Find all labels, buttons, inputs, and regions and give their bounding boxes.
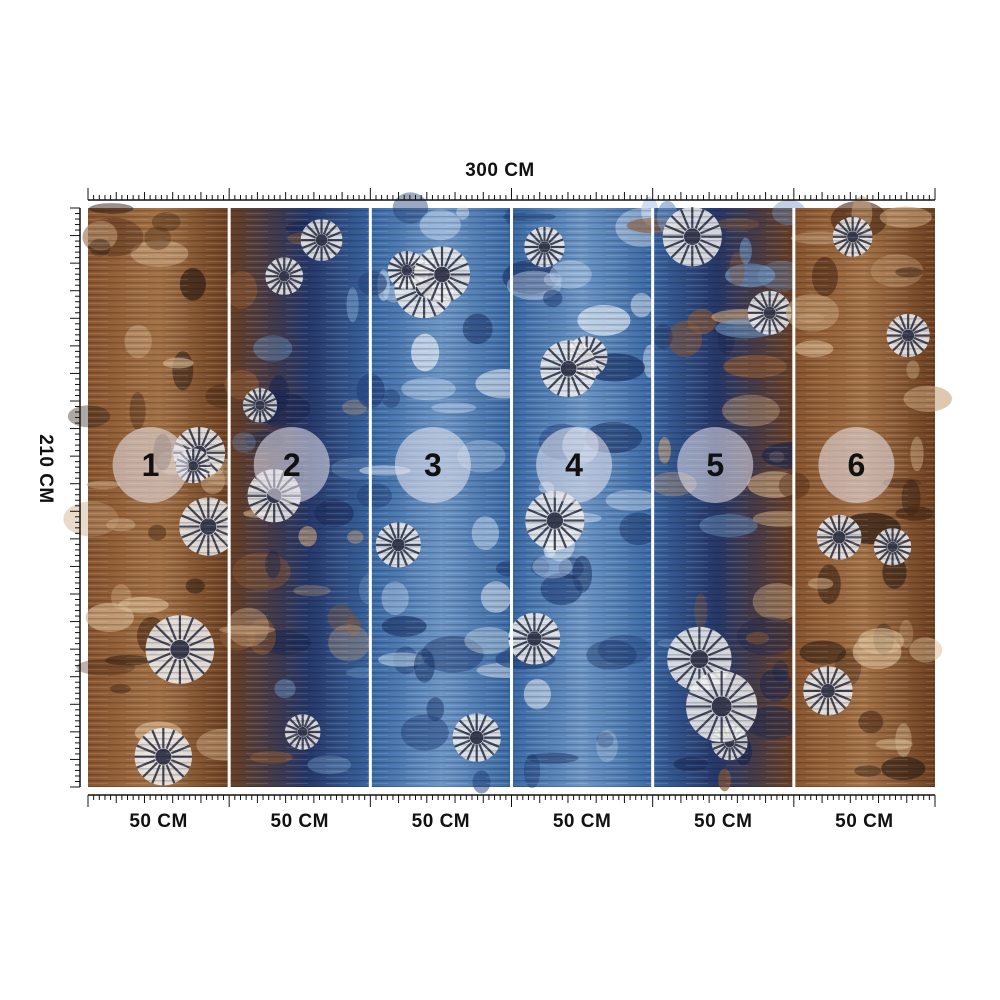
panel-divider [651, 208, 655, 787]
panel-number-badge: 2 [253, 427, 330, 503]
panel-divider [368, 208, 372, 787]
panel-width-label: 50 CM [835, 811, 894, 832]
panel-number: 4 [565, 447, 583, 483]
panel-1 [63, 203, 257, 787]
panel-number: 6 [848, 447, 866, 483]
panel-width-label: 50 CM [694, 811, 753, 832]
left-ruler [70, 207, 81, 788]
panel-divider [510, 208, 513, 787]
top-ruler [87, 188, 936, 201]
panel-width-label: 50 CM [411, 811, 471, 832]
panel-number-badge: 5 [677, 427, 754, 503]
panel-number: 1 [142, 447, 160, 483]
panel-number-badge: 3 [394, 427, 471, 503]
panel-number: 5 [706, 447, 724, 483]
panel-3 [356, 192, 537, 794]
bottom-ruler [87, 794, 936, 807]
panel-width-label: 50 CM [129, 811, 188, 832]
panel-number: 3 [424, 447, 442, 483]
panel-width-label: 50 CM [552, 811, 612, 832]
panel-width-label: 50 CM [270, 811, 329, 832]
panel-5 [626, 199, 824, 792]
panel-4 [495, 196, 671, 789]
panel-number-badge: 1 [112, 427, 189, 503]
total-width-label: 300 CM [465, 160, 535, 181]
panel-number-badge: 4 [536, 427, 613, 503]
panel-number-badge: 6 [818, 427, 895, 503]
panel-divider [227, 208, 231, 787]
panel-divider [792, 208, 796, 787]
panel-number: 2 [283, 447, 301, 483]
